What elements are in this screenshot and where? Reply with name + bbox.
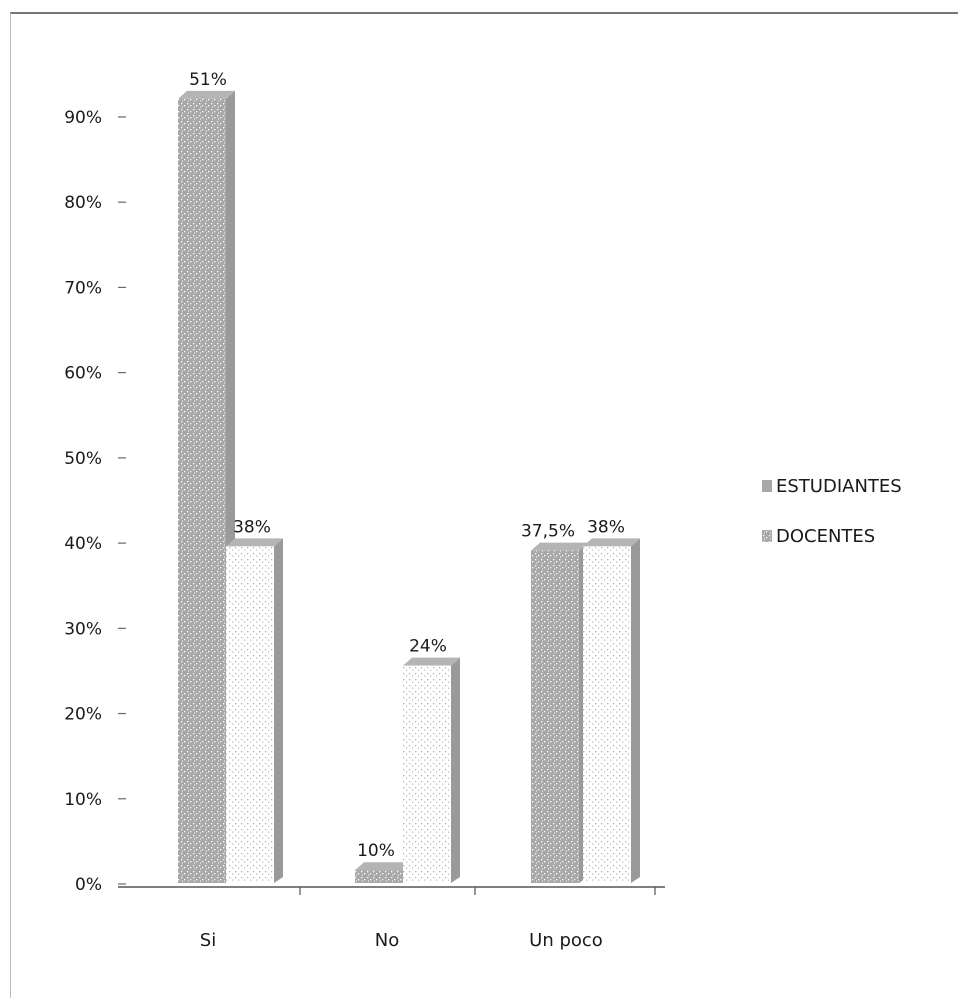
y-tick-label: 40% <box>64 534 102 554</box>
bar-top <box>226 538 283 547</box>
bar-side <box>631 538 640 883</box>
y-tick-label: 0% <box>75 875 102 895</box>
y-tick-label: 30% <box>64 619 102 639</box>
y-tick-label: 70% <box>64 278 102 298</box>
bar-docentes <box>403 665 451 883</box>
legend: ESTUDIANTES DOCENTES <box>762 476 902 547</box>
data-label-docentes: 24% <box>409 637 447 657</box>
y-tick-label: 20% <box>64 705 102 725</box>
y-tick-label: 60% <box>64 364 102 384</box>
bar-top <box>531 542 588 551</box>
x-category-label: Si <box>200 930 216 951</box>
legend-swatch <box>762 480 772 492</box>
bars <box>178 90 640 884</box>
legend-swatch <box>762 530 772 542</box>
bar-docentes <box>226 546 274 883</box>
y-tick-label: 10% <box>64 790 102 810</box>
y-tick-label: 80% <box>64 193 102 213</box>
bar-docentes <box>583 546 631 883</box>
bar-estudiantes <box>178 98 226 884</box>
bar-estudiantes <box>355 870 403 883</box>
data-label-estudiantes: 51% <box>189 70 227 90</box>
x-category-label: No <box>375 930 399 951</box>
x-category-label: Un poco <box>529 930 603 951</box>
bar-side <box>274 538 283 883</box>
bar-estudiantes <box>531 550 579 883</box>
data-label-docentes: 38% <box>587 517 625 537</box>
data-label-docentes: 38% <box>233 517 271 537</box>
y-tick-label: 90% <box>64 108 102 128</box>
bar-top <box>355 862 412 871</box>
data-label-estudiantes: 37,5% <box>521 522 575 542</box>
bar-top <box>583 538 640 547</box>
y-tick-label: 50% <box>64 449 102 469</box>
bar-side <box>451 657 460 883</box>
legend-label: DOCENTES <box>776 526 875 547</box>
data-labels: 51% 10% 37,5% 38% 24% 38% <box>189 70 625 861</box>
legend-label: ESTUDIANTES <box>776 476 902 497</box>
bar-top <box>178 90 235 99</box>
axes: 0% 10% 20% 30% 40% 50% 60% 70% 80% 90% Si No Un poco <box>64 108 665 951</box>
chart-frame <box>10 12 958 998</box>
data-label-estudiantes: 10% <box>357 841 395 861</box>
bar-top <box>403 657 460 666</box>
